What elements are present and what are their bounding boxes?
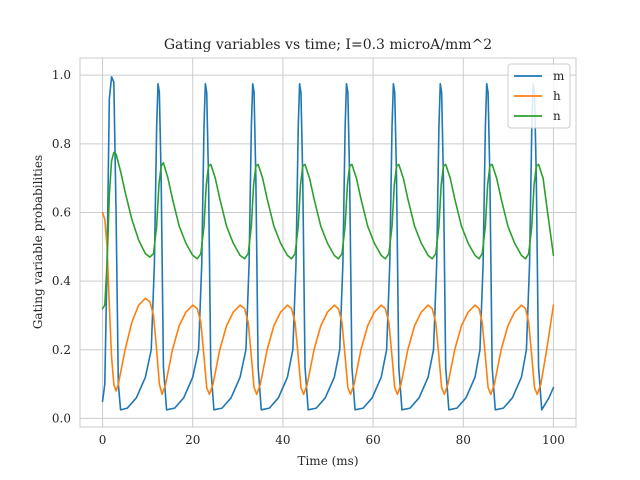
series-line-h — [101, 211, 555, 396]
x-tick-label: 100 — [542, 433, 565, 447]
legend-label-n: n — [553, 109, 561, 123]
x-tick-label: 80 — [456, 433, 471, 447]
x-axis-ticks: 0 20 40 60 80 100 — [99, 433, 565, 447]
legend: mhn — [507, 63, 571, 129]
x-tick-label: 20 — [185, 433, 200, 447]
legend-label-m: m — [553, 69, 565, 83]
y-tick-label: 0.6 — [52, 205, 71, 219]
y-axis-title: Gating variable probabilities — [31, 155, 45, 329]
y-tick-label: 0.8 — [52, 137, 71, 151]
x-axis-title: Time (ms) — [297, 454, 358, 468]
x-tick-label: 0 — [99, 433, 107, 447]
y-tick-label: 0.4 — [52, 274, 71, 288]
chart-title: Gating variables vs time; I=0.3 microA/m… — [164, 37, 492, 53]
series-line-n — [101, 151, 555, 310]
x-tick-label: 40 — [275, 433, 290, 447]
x-tick-label: 60 — [365, 433, 380, 447]
series-lines — [101, 76, 555, 411]
series-line-m — [101, 76, 555, 411]
y-tick-label: 0.2 — [52, 343, 71, 357]
y-axis-ticks: 0.0 0.2 0.4 0.6 0.8 1.0 — [52, 68, 71, 425]
y-tick-label: 0.0 — [52, 411, 71, 425]
y-tick-label: 1.0 — [52, 68, 71, 82]
legend-label-h: h — [553, 89, 561, 103]
